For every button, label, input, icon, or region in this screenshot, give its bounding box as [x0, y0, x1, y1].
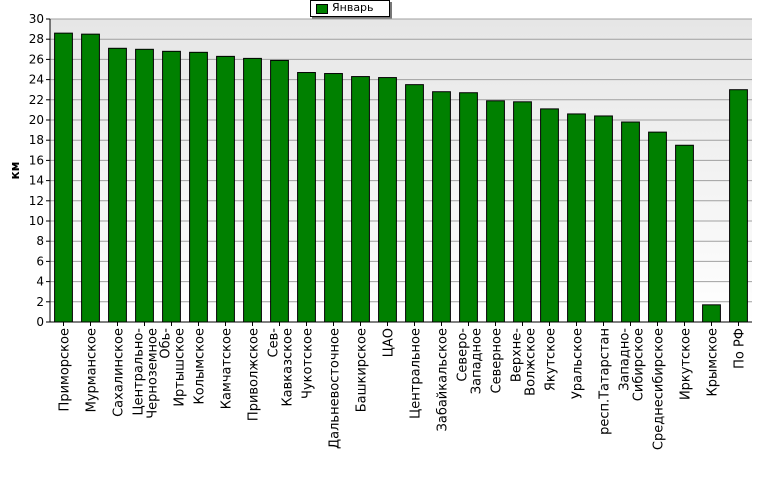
x-tick-label: По РФ — [733, 328, 748, 369]
x-tick-label: Мурманское — [85, 328, 100, 412]
x-tick-label: Крымское — [706, 328, 721, 397]
bar — [594, 115, 613, 323]
x-tick-label: Иртышское — [173, 328, 188, 407]
x-tick-label: респ.Татарстан — [598, 328, 613, 435]
x-tick-label: Северо- — [456, 328, 471, 382]
bar — [405, 84, 424, 323]
y-tick-label: 30 — [29, 12, 44, 26]
y-tick-label: 14 — [29, 174, 44, 188]
bar — [324, 73, 343, 323]
bar — [81, 33, 100, 323]
y-tick-label: 12 — [29, 194, 44, 208]
x-tick-label: Чукотское — [301, 328, 316, 399]
bar — [486, 100, 505, 323]
bar — [216, 55, 235, 323]
y-tick-label: 2 — [36, 295, 44, 309]
bar — [567, 113, 586, 323]
x-tick-label: Башкирское — [355, 328, 370, 412]
x-tick-label: Волжское — [524, 328, 539, 396]
bar — [135, 48, 154, 323]
bar — [432, 91, 451, 323]
x-tick-label: Западно- — [618, 328, 633, 391]
bar — [243, 57, 262, 323]
y-tick-label: 8 — [36, 234, 44, 248]
y-tick-label: 18 — [29, 133, 44, 147]
x-tick-label: Западное — [470, 328, 485, 394]
x-tick-label: ЦАО — [382, 328, 397, 357]
bar — [702, 304, 721, 323]
bar — [108, 47, 127, 323]
x-tick-label: Верхне- — [510, 328, 525, 382]
y-axis-label: км — [8, 162, 22, 180]
y-tick-label: 26 — [29, 52, 44, 66]
x-tick-label: Колымское — [193, 328, 208, 405]
x-tick-label: Уральское — [571, 328, 586, 399]
x-tick-label: Приморское — [58, 328, 73, 411]
x-tick-label: Приволжское — [247, 328, 262, 421]
y-tick-label: 22 — [29, 93, 44, 107]
legend-swatch-january — [316, 4, 328, 14]
bar — [162, 50, 181, 323]
x-tick-label: Центральное — [409, 328, 424, 419]
bar — [459, 92, 478, 323]
y-tick-label: 24 — [29, 73, 44, 87]
x-tick-label: Якутское — [544, 328, 559, 391]
bar — [378, 77, 397, 323]
y-tick-label: 16 — [29, 153, 44, 167]
x-tick-label: Обь- — [159, 328, 174, 359]
x-tick-label: Сибирское — [632, 328, 647, 401]
x-tick-label: Иркутское — [679, 328, 694, 400]
bar — [648, 131, 667, 323]
x-tick-label: Центрально- — [132, 328, 147, 416]
bar — [297, 72, 316, 323]
x-tick-label: Забайкальское — [436, 328, 451, 431]
bar — [189, 51, 208, 323]
x-tick-label: Камчатское — [220, 328, 235, 409]
y-tick-label: 4 — [36, 275, 44, 289]
bar — [351, 76, 370, 323]
x-tick-label: Среднесибирское — [652, 328, 667, 450]
x-tick-label: Дальневосточное — [328, 328, 343, 449]
legend: Январь — [310, 0, 390, 17]
y-tick-label: 28 — [29, 32, 44, 46]
x-tick-label: Сахалинское — [112, 328, 127, 417]
x-tick-label: Черноземное — [146, 328, 161, 419]
bar — [675, 144, 694, 323]
bar — [729, 89, 748, 323]
legend-label-january: Январь — [332, 1, 374, 14]
bar — [54, 32, 73, 323]
x-tick-label: Сев- — [267, 328, 282, 358]
y-tick-label: 0 — [36, 315, 44, 329]
bar — [513, 101, 532, 323]
bar — [621, 121, 640, 323]
y-tick-label: 6 — [36, 254, 44, 268]
x-tick-label: Кавказское — [281, 328, 296, 407]
x-tick-label: Северное — [490, 328, 505, 393]
y-tick-label: 10 — [29, 214, 44, 228]
bar — [540, 108, 559, 323]
bar — [270, 59, 289, 323]
y-tick-label: 20 — [29, 113, 44, 127]
plot-area — [50, 19, 752, 322]
